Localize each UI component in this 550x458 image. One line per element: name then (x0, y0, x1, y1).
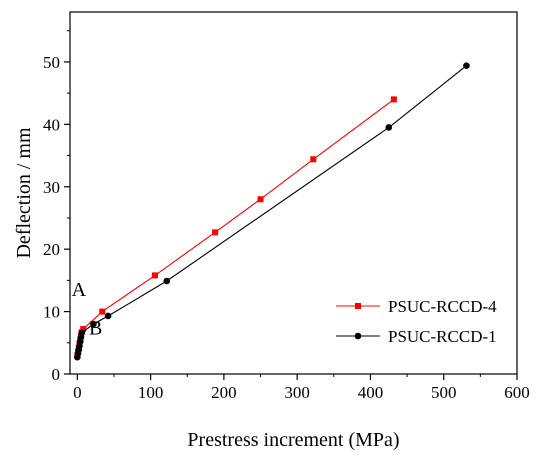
data-point (99, 308, 106, 315)
legend-label: PSUC-RCCD-1 (388, 327, 497, 346)
data-point (152, 272, 159, 279)
y-tick-label: 0 (52, 365, 61, 384)
y-tick-label: 30 (43, 178, 60, 197)
annotation-label: B (89, 318, 102, 340)
x-axis-label: Prestress increment (MPa) (187, 429, 399, 451)
plot-frame (69, 11, 518, 375)
x-tick-label: 0 (73, 383, 82, 402)
data-point (390, 96, 397, 103)
data-point (212, 229, 219, 236)
series-1 (74, 96, 397, 359)
data-point (90, 320, 97, 328)
annotation-label: A (72, 279, 87, 301)
series-line (76, 98, 395, 356)
y-tick-label: 20 (43, 240, 60, 259)
x-tick-label: 600 (504, 383, 530, 402)
y-tick-label: 10 (43, 303, 60, 322)
series-layer (74, 62, 470, 361)
annotation-layer: AB (72, 279, 103, 340)
legend-item: PSUC-RCCD-4 (336, 297, 497, 316)
data-point (80, 326, 87, 333)
data-point (163, 277, 171, 285)
x-tick-label: 400 (358, 383, 384, 402)
axes: 0 100 200 300 400 500 600 0 10 20 30 40 50 (43, 11, 530, 402)
data-point (463, 62, 470, 69)
y-tick-label: 50 (43, 53, 60, 72)
data-point (310, 156, 317, 163)
legend-marker (355, 303, 361, 309)
data-point (257, 196, 264, 203)
y-axis-label: Deflection / mm (13, 127, 35, 259)
data-point (385, 124, 393, 131)
legend-label: PSUC-RCCD-4 (388, 297, 497, 316)
series-2 (74, 62, 470, 361)
x-tick-label: 100 (138, 383, 164, 402)
x-tick-label: 200 (211, 383, 237, 402)
x-tick-label: 300 (284, 383, 310, 402)
legend: PSUC-RCCD-4 PSUC-RCCD-1 (336, 297, 497, 346)
data-point (104, 312, 112, 320)
data-point (78, 329, 86, 337)
y-tick-label: 40 (43, 115, 60, 134)
x-tick-label: 500 (431, 383, 457, 402)
legend-marker (354, 332, 362, 340)
legend-item: PSUC-RCCD-1 (336, 327, 497, 346)
